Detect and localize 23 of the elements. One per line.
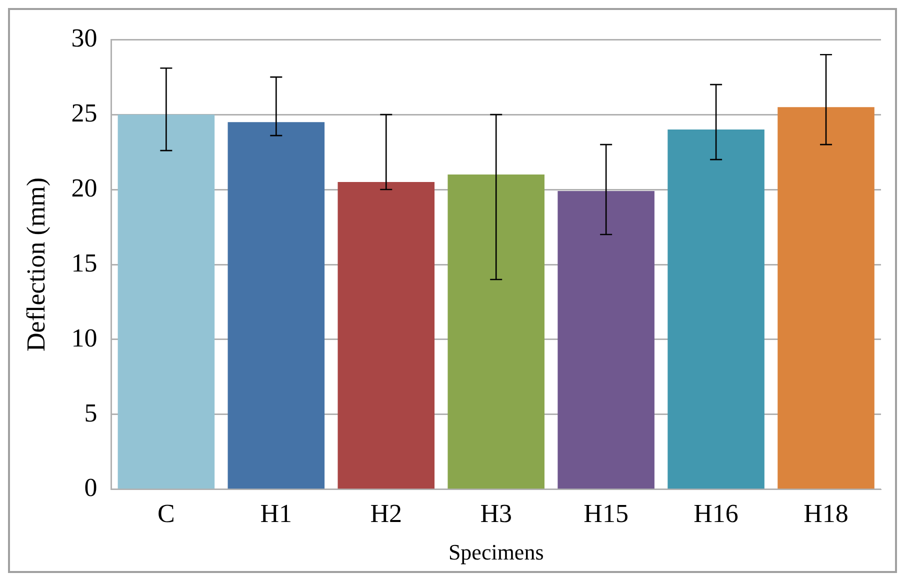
y-tick-label: 25 xyxy=(71,98,98,128)
x-tick-label: H18 xyxy=(804,498,848,528)
y-tick-label: 15 xyxy=(71,248,98,278)
y-tick-label: 20 xyxy=(71,173,98,202)
y-tick-label: 0 xyxy=(84,473,98,502)
bar xyxy=(448,174,544,489)
bar xyxy=(668,130,764,489)
bar xyxy=(558,191,654,489)
x-axis-title: Specimens xyxy=(448,540,544,565)
x-tick-label: H16 xyxy=(694,498,738,528)
y-tick-label: 30 xyxy=(71,23,98,52)
x-tick-label: H2 xyxy=(370,498,402,528)
bar xyxy=(778,107,874,489)
y-tick-label: 5 xyxy=(84,398,98,428)
x-tick-label: H3 xyxy=(480,498,512,528)
x-tick-label: C xyxy=(158,498,175,528)
bar xyxy=(118,114,215,489)
x-tick-label: H15 xyxy=(584,498,628,528)
bar xyxy=(228,122,325,489)
bar xyxy=(338,182,435,489)
y-tick-label: 10 xyxy=(71,323,98,352)
x-tick-label: H1 xyxy=(260,498,292,528)
y-axis-title: Deflection (mm) xyxy=(21,178,50,352)
